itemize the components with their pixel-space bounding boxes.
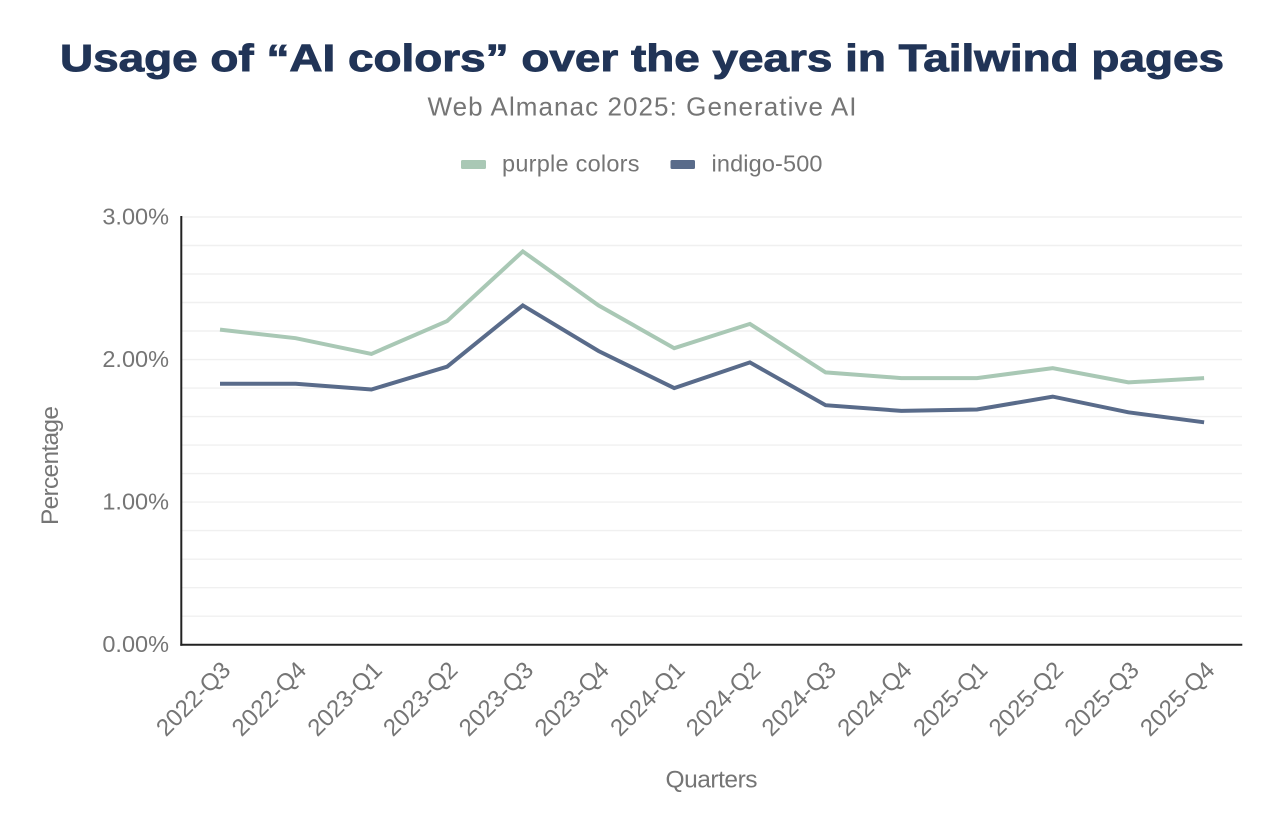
svg-text:3.00%: 3.00%	[102, 204, 169, 230]
svg-text:Usage of “AI colors” over the: Usage of “AI colors” over the years in T…	[60, 38, 1224, 80]
svg-text:Percentage: Percentage	[37, 406, 64, 525]
svg-text:Web Almanac 2025: Generative A: Web Almanac 2025: Generative AI	[428, 92, 857, 122]
svg-text:indigo-500: indigo-500	[712, 151, 823, 177]
svg-text:2.00%: 2.00%	[102, 346, 169, 372]
svg-text:Quarters: Quarters	[666, 767, 758, 794]
svg-text:1.00%: 1.00%	[102, 489, 169, 515]
svg-text:purple colors: purple colors	[502, 151, 640, 177]
svg-text:0.00%: 0.00%	[102, 631, 169, 657]
